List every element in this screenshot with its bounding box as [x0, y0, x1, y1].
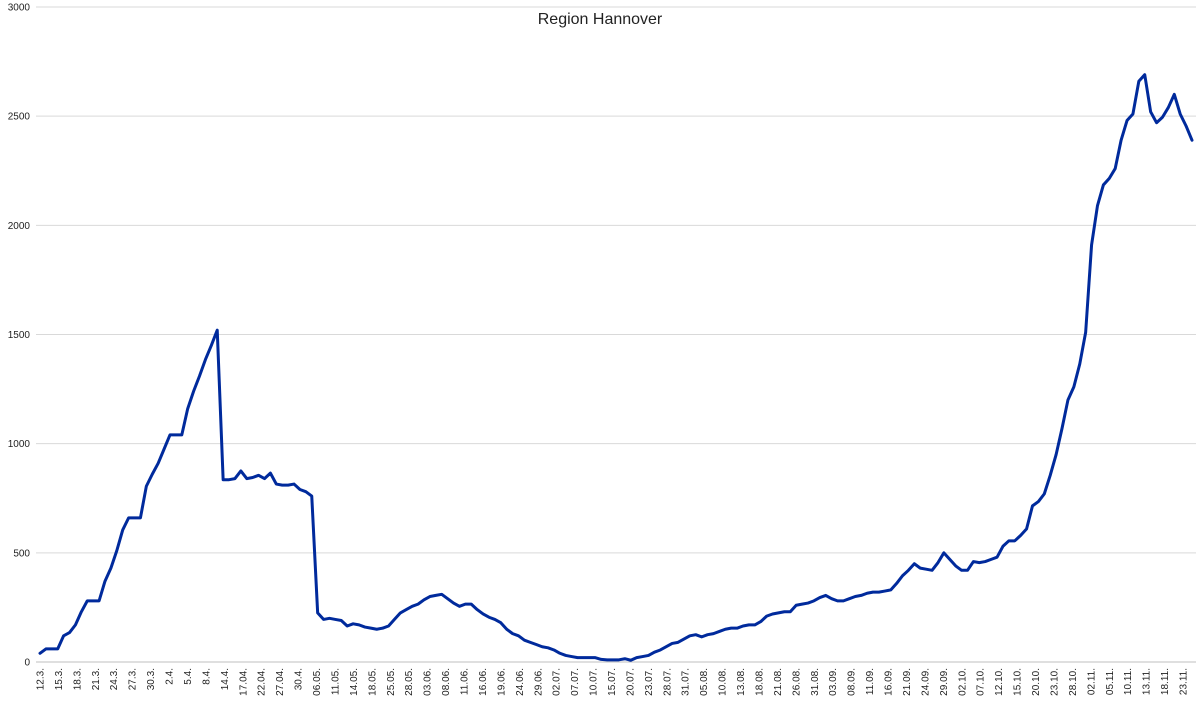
series-line [38, 73, 1194, 662]
x-tick-label: 11.06. [460, 668, 471, 695]
x-tick-label: 31.07. [681, 668, 692, 696]
x-tick-label: 26.08. [791, 668, 802, 696]
x-tick-label: 13.11. [1142, 668, 1153, 695]
x-tick-label: 27.3. [128, 668, 139, 690]
x-tick-label: 24.09. [920, 668, 931, 696]
x-tick-label: 10.07. [589, 668, 600, 696]
x-tick-label: 31.08. [810, 668, 821, 696]
chart-title: Region Hannover [538, 11, 663, 28]
x-tick-label: 29.06. [533, 668, 544, 696]
x-tick-label: 05.11. [1105, 668, 1116, 695]
x-tick-label: 02.10. [957, 668, 968, 696]
x-tick-label: 07.10. [976, 668, 987, 696]
x-tick-label: 10.08. [718, 668, 729, 696]
x-tick-label: 23.11. [1179, 668, 1190, 695]
x-tick-label: 18.05. [367, 668, 378, 696]
x-tick-label: 05.08. [699, 668, 710, 696]
x-tick-label: 21.3. [91, 668, 102, 690]
x-tick-label: 08.06. [441, 668, 452, 696]
x-tick-label: 23.10. [1049, 668, 1060, 696]
x-tick-label: 30.3. [146, 668, 157, 690]
x-tick-label: 5.4. [183, 668, 194, 685]
x-tick-label: 12.10. [994, 668, 1005, 696]
x-tick-label: 14.4. [220, 668, 231, 690]
y-tick-label: 500 [13, 548, 30, 559]
x-tick-label: 03.06. [423, 668, 434, 696]
x-axis: 12.3. 15.3. 18.3. 21.3. 24.3. 27.3. 30.3. 2.4. 5… [36, 668, 1190, 696]
x-tick-label: 16.09. [884, 668, 895, 696]
x-tick-label: 06.05. [312, 668, 323, 696]
x-tick-label: 20.10. [1031, 668, 1042, 696]
x-tick-label: 28.05. [404, 668, 415, 696]
y-tick-label: 2500 [8, 112, 31, 123]
x-tick-label: 12.3. [36, 668, 47, 690]
x-tick-label: 18.3. [72, 668, 83, 690]
x-tick-label: 13.08. [736, 668, 747, 696]
x-tick-label: 25.05. [386, 668, 397, 696]
x-tick-label: 28.07. [662, 668, 673, 696]
x-tick-label: 15.3. [54, 668, 65, 690]
x-tick-label: 10.11. [1123, 668, 1134, 695]
x-tick-label: 14.05. [349, 668, 360, 696]
gridlines [36, 6, 1196, 663]
y-tick-label: 3000 [8, 3, 31, 14]
x-tick-label: 15.07. [607, 668, 618, 696]
x-tick-label: 2.4. [165, 668, 176, 685]
x-tick-label: 03.09. [828, 668, 839, 696]
x-tick-label: 24.06. [515, 668, 526, 696]
x-tick-label: 11.09. [865, 668, 876, 695]
x-tick-label: 19.06. [496, 668, 507, 696]
x-tick-label: 28.10. [1068, 668, 1079, 696]
x-tick-label: 02.11. [1086, 668, 1097, 695]
x-tick-label: 21.09. [902, 668, 913, 696]
x-tick-label: 08.09. [847, 668, 858, 696]
x-tick-label: 16.06. [478, 668, 489, 696]
x-tick-label: 02.07. [552, 668, 563, 696]
y-axis: 0 500 1000 1500 2000 2500 3000 [8, 3, 31, 669]
x-tick-label: 24.3. [109, 668, 120, 690]
y-tick-label: 1500 [8, 330, 31, 341]
y-tick-label: 1000 [8, 439, 31, 450]
x-tick-label: 8.4. [201, 668, 212, 685]
x-tick-label: 21.08. [773, 668, 784, 696]
x-tick-label: 27.04. [275, 668, 286, 696]
x-tick-label: 15.10. [1013, 668, 1024, 696]
x-tick-label: 23.07. [644, 668, 655, 696]
x-tick-label: 22.04. [257, 668, 268, 696]
y-tick-label: 2000 [8, 221, 31, 232]
x-tick-label: 30.4. [294, 668, 305, 690]
x-tick-label: 17.04. [238, 668, 249, 696]
y-tick-label: 0 [24, 658, 30, 669]
x-tick-label: 18.11. [1160, 668, 1171, 695]
x-tick-label: 29.09. [939, 668, 950, 696]
x-tick-label: 18.08. [754, 668, 765, 696]
x-tick-label: 11.05. [330, 668, 341, 695]
x-tick-label: 07.07. [570, 668, 581, 696]
x-tick-label: 20.07. [625, 668, 636, 696]
